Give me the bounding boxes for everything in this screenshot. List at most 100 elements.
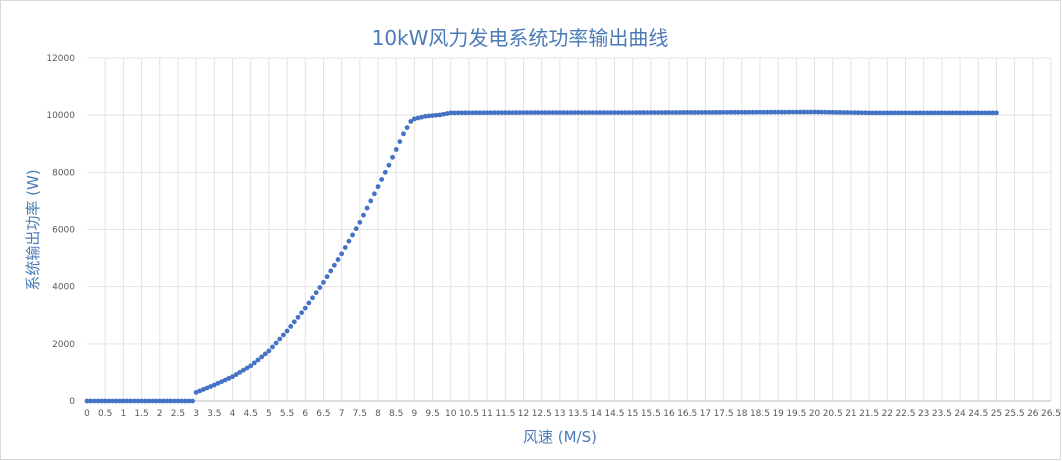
data-point — [190, 398, 195, 404]
data-point — [706, 109, 712, 115]
data-point — [339, 251, 345, 257]
data-point — [870, 110, 876, 116]
data-point — [146, 398, 152, 404]
x-tick-label: 6.5 — [316, 409, 330, 419]
data-point — [906, 110, 912, 116]
data-point — [939, 110, 945, 116]
data-point — [248, 363, 254, 369]
data-point — [582, 110, 588, 115]
data-point — [630, 110, 636, 115]
x-tick-label: 4.5 — [244, 409, 258, 419]
data-point — [666, 110, 672, 115]
data-point — [306, 300, 312, 306]
data-point — [324, 274, 330, 280]
data-point — [277, 336, 283, 342]
data-point — [786, 109, 792, 115]
data-point — [713, 109, 719, 115]
data-point — [557, 110, 563, 115]
y-tick-label: 12000 — [46, 54, 75, 64]
data-point — [746, 109, 752, 115]
data-point — [852, 110, 857, 116]
data-point — [466, 110, 472, 116]
x-tick-label: 4 — [230, 409, 236, 419]
y-axis-title: 系统输出功率 (W) — [24, 169, 42, 290]
data-point — [157, 398, 163, 404]
data-point — [521, 110, 526, 115]
data-point — [979, 110, 985, 116]
data-point — [943, 110, 948, 116]
x-tick-label: 2 — [157, 409, 163, 419]
data-point — [310, 295, 315, 301]
x-axis-title: 风速 (M/S) — [523, 428, 597, 446]
data-point — [724, 109, 730, 115]
data-point — [321, 279, 326, 285]
data-point — [626, 110, 632, 115]
data-point — [648, 110, 654, 115]
y-tick-label: 4000 — [52, 283, 75, 293]
data-point — [222, 377, 228, 383]
data-point — [815, 109, 821, 115]
data-point — [488, 110, 494, 116]
data-point — [455, 110, 461, 116]
data-point — [135, 398, 141, 404]
data-point — [804, 109, 810, 115]
data-point — [208, 384, 214, 389]
data-point — [182, 398, 188, 404]
data-point — [393, 147, 399, 152]
data-point — [975, 110, 981, 116]
data-point — [568, 110, 574, 115]
data-point — [481, 110, 486, 116]
data-point — [364, 205, 370, 211]
data-point — [197, 388, 203, 394]
data-point — [506, 110, 512, 116]
data-point — [692, 110, 697, 115]
data-point — [823, 109, 828, 115]
data-point — [452, 110, 457, 116]
x-tick-label: 26.5 — [1041, 409, 1061, 419]
data-point — [375, 184, 381, 190]
data-point — [793, 109, 799, 115]
y-tick-label: 10000 — [46, 111, 75, 121]
x-tick-label: 22 — [882, 409, 893, 419]
data-point — [262, 351, 268, 357]
data-point — [386, 162, 392, 168]
data-point — [561, 110, 566, 115]
data-point — [532, 110, 537, 115]
y-tick-label: 0 — [69, 397, 75, 407]
x-tick-label: 11 — [481, 409, 492, 419]
grid-layer — [87, 57, 1052, 401]
data-point — [848, 110, 854, 115]
x-tick-label: 6 — [302, 409, 308, 419]
x-tick-label: 13 — [554, 409, 565, 419]
data-point — [670, 110, 676, 115]
x-tick-label: 18 — [736, 409, 748, 419]
data-point — [564, 110, 570, 115]
data-point — [928, 110, 934, 116]
data-point — [444, 111, 450, 116]
data-point — [128, 398, 134, 404]
data-point — [171, 398, 177, 404]
data-point — [819, 109, 825, 115]
data-point — [291, 319, 297, 325]
x-tick-label: 1.5 — [134, 409, 148, 419]
data-point — [317, 285, 323, 290]
data-point — [353, 226, 359, 232]
data-point — [84, 398, 90, 404]
data-point — [946, 110, 952, 116]
x-tick-label: 8.5 — [389, 409, 403, 419]
data-point — [528, 110, 534, 115]
x-tick-labels: 0 0.5 1 1.5 2 2.5 3 3.5 4 4.5 5 5.5 6 6.5 7 7.5 8 8.5 9 9.5… — [84, 409, 1061, 419]
data-point — [273, 340, 279, 346]
data-point — [368, 198, 374, 204]
data-point — [873, 110, 879, 116]
data-point — [575, 110, 581, 115]
data-point — [397, 139, 403, 145]
data-point — [102, 398, 108, 404]
data-point — [361, 212, 366, 218]
data-point — [422, 113, 428, 119]
data-point — [655, 110, 661, 115]
data-point — [790, 109, 796, 115]
data-point — [302, 305, 308, 311]
x-tick-label: 16 — [663, 409, 675, 419]
data-point — [830, 109, 836, 115]
